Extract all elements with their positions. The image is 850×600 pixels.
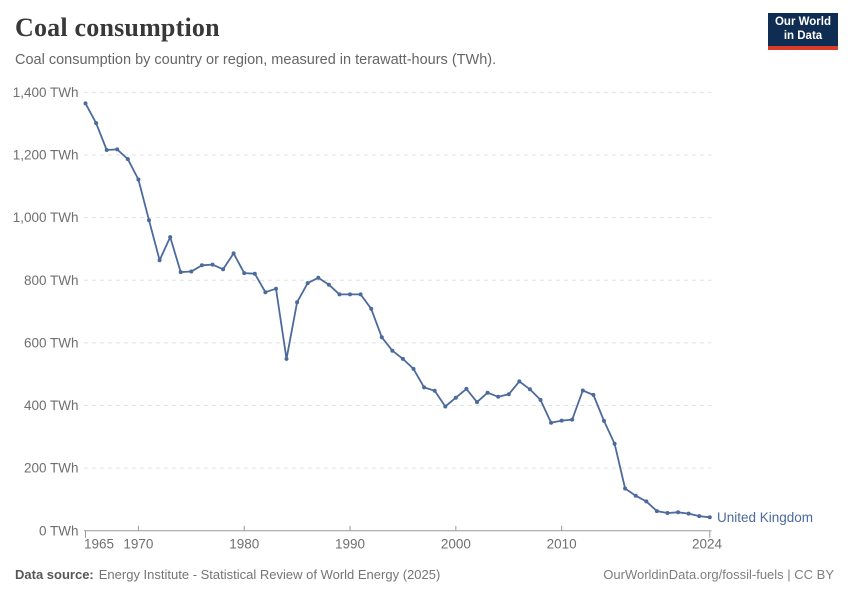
data-point — [147, 218, 151, 223]
data-point — [316, 275, 321, 280]
data-point — [168, 235, 173, 240]
data-point — [400, 356, 405, 361]
data-point — [284, 356, 289, 361]
y-tick-label: 200 TWh — [24, 461, 79, 476]
data-point — [591, 392, 596, 397]
data-point — [549, 420, 554, 425]
data-source: Data source: Energy Institute - Statistic… — [15, 567, 440, 582]
y-tick-label: 600 TWh — [24, 335, 79, 350]
data-point — [83, 101, 88, 106]
x-tick-label: 2010 — [547, 536, 577, 551]
data-point — [369, 306, 374, 311]
data-point — [464, 386, 469, 391]
x-tick-label: 2024 — [692, 536, 723, 551]
y-tick-label: 0 TWh — [39, 523, 79, 538]
chart-subtitle: Coal consumption by country or region, m… — [15, 52, 497, 68]
footer-link[interactable]: OurWorldinData.org/fossil-fuels | CC BY — [603, 567, 834, 582]
chart-footer: Data source: Energy Institute - Statistic… — [15, 567, 834, 582]
data-point — [221, 267, 226, 272]
data-point — [496, 394, 501, 399]
data-point — [136, 177, 141, 182]
data-point — [538, 397, 543, 402]
y-tick-label: 800 TWh — [24, 273, 79, 288]
data-point — [665, 511, 670, 515]
data-point — [242, 271, 247, 276]
data-point — [527, 387, 532, 392]
x-tick-label: 1990 — [335, 536, 365, 551]
y-tick-label: 1,400 TWh — [13, 85, 79, 100]
data-point — [326, 282, 331, 287]
data-point — [570, 417, 575, 422]
data-point — [485, 390, 490, 395]
owid-logo[interactable]: Our World in Data — [768, 13, 838, 50]
data-point — [644, 499, 649, 504]
data-point — [178, 270, 183, 275]
x-tick-label: 1970 — [123, 536, 153, 551]
data-point — [559, 418, 564, 423]
owid-logo-line2: in Data — [783, 30, 823, 42]
y-tick-label: 1,200 TWh — [13, 148, 79, 163]
data-point — [432, 388, 437, 393]
data-point — [231, 251, 236, 256]
data-point — [411, 366, 416, 371]
x-tick-label: 1980 — [229, 536, 259, 551]
data-source-value: Energy Institute - Statistical Review of… — [98, 567, 441, 582]
data-point — [633, 493, 638, 498]
data-point — [252, 271, 257, 276]
data-point — [517, 379, 522, 384]
data-point — [337, 292, 342, 297]
data-point — [697, 514, 702, 519]
data-point — [390, 348, 395, 353]
data-point — [157, 258, 162, 263]
data-point — [358, 292, 363, 297]
data-point — [475, 400, 479, 405]
data-line — [84, 102, 711, 519]
data-point — [443, 404, 448, 409]
data-point — [348, 292, 352, 297]
data-source-label: Data source: — [15, 567, 94, 582]
data-point — [115, 147, 120, 152]
x-tick-label: 1965 — [84, 536, 114, 551]
data-point — [295, 300, 300, 305]
data-point — [686, 511, 691, 516]
data-point — [199, 263, 204, 268]
data-point — [263, 290, 268, 295]
data-point — [274, 286, 278, 291]
data-point — [94, 121, 99, 126]
y-tick-label: 400 TWh — [24, 398, 79, 413]
data-point — [654, 509, 659, 514]
x-tick-label: 2000 — [441, 536, 471, 551]
data-point — [379, 335, 384, 340]
data-point — [580, 388, 585, 393]
series-label-united-kingdom[interactable]: United Kingdom — [717, 510, 814, 525]
owid-logo-line1: Our World — [774, 16, 831, 28]
y-tick-label: 1,000 TWh — [13, 210, 79, 225]
data-point — [104, 148, 109, 152]
data-point — [506, 392, 511, 397]
data-point — [602, 418, 606, 423]
data-point — [676, 510, 681, 515]
data-point — [125, 157, 130, 162]
data-point — [422, 385, 427, 390]
data-point — [453, 395, 458, 400]
data-point — [305, 281, 310, 286]
chart-title: Coal consumption — [15, 13, 220, 42]
data-point — [612, 441, 617, 446]
data-point — [189, 269, 194, 274]
data-point — [210, 262, 215, 267]
data-point — [623, 486, 628, 491]
data-point — [707, 515, 712, 520]
